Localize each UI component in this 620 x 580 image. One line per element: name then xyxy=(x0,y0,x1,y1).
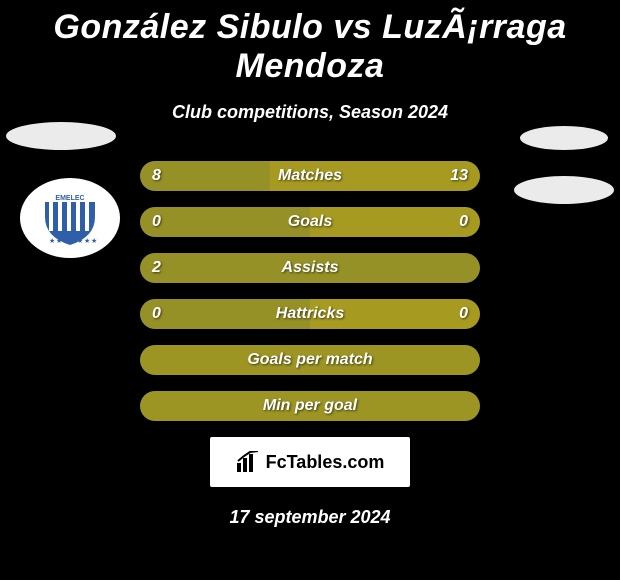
club-badge: EMELEC★★★★★★★ xyxy=(20,178,120,258)
stat-bar: Assists 2 xyxy=(140,253,480,283)
stat-bar-label: Hattricks xyxy=(276,305,344,323)
watermark: FcTables.com xyxy=(210,437,410,487)
stat-bar-right-fill xyxy=(310,207,480,237)
club-badge-svg: EMELEC★★★★★★★ xyxy=(35,187,105,249)
stat-bar-label: Goals xyxy=(288,213,332,231)
stat-bar: Matches 8 13 xyxy=(140,161,480,191)
stat-bar-left-value: 2 xyxy=(152,259,161,277)
svg-text:★: ★ xyxy=(91,237,97,245)
stat-bar-left-value: 8 xyxy=(152,167,161,185)
player-photo-right xyxy=(520,126,608,150)
stat-bar-right-value: 0 xyxy=(459,213,468,231)
date-stamp: 17 september 2024 xyxy=(0,507,620,528)
stat-bar-right-value: 0 xyxy=(459,305,468,323)
page-title: González Sibulo vs LuzÃ¡rraga Mendoza xyxy=(0,0,620,86)
svg-text:EMELEC: EMELEC xyxy=(55,195,84,202)
stat-bar-right-value: 13 xyxy=(450,167,468,185)
stat-bar-label: Matches xyxy=(278,167,342,185)
stats-bars: Matches813Goals00Assists2Hattricks00Goal… xyxy=(140,161,480,421)
svg-text:★: ★ xyxy=(49,237,55,245)
svg-text:★: ★ xyxy=(77,237,83,245)
player-photo-left xyxy=(6,122,116,150)
stat-bar-left-fill xyxy=(140,207,310,237)
svg-text:★: ★ xyxy=(56,237,62,245)
watermark-text: FcTables.com xyxy=(266,452,385,473)
stat-bar-label: Min per goal xyxy=(263,397,357,415)
player-photo-right-2 xyxy=(514,176,614,204)
stat-bar: Goals 0 0 xyxy=(140,207,480,237)
stat-bar: Hattricks 0 0 xyxy=(140,299,480,329)
watermark-icon xyxy=(236,451,260,473)
stat-bar-left-value: 0 xyxy=(152,305,161,323)
svg-text:★: ★ xyxy=(63,237,69,245)
svg-text:★: ★ xyxy=(84,237,90,245)
stat-bar-label: Assists xyxy=(282,259,339,277)
stat-bar-left-value: 0 xyxy=(152,213,161,231)
stat-bar: Min per goal xyxy=(140,391,480,421)
stat-bar-label: Goals per match xyxy=(247,351,372,369)
svg-text:★: ★ xyxy=(70,237,76,245)
page-subtitle: Club competitions, Season 2024 xyxy=(0,102,620,123)
stat-bar: Goals per match xyxy=(140,345,480,375)
